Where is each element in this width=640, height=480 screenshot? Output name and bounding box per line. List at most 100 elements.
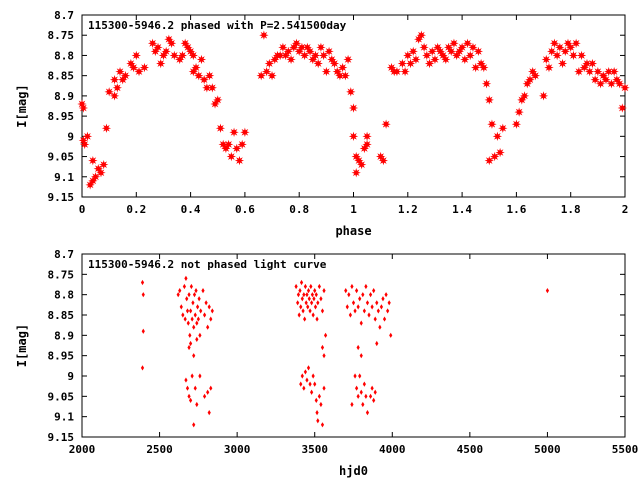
data-point (118, 75, 128, 85)
data-point (261, 66, 272, 77)
data-point (307, 296, 311, 302)
data-point (514, 107, 524, 117)
data-point (195, 320, 199, 326)
data-point (355, 385, 359, 391)
data-point (308, 308, 312, 314)
data-point (560, 46, 570, 57)
data-point (240, 127, 250, 137)
data-point (424, 58, 435, 69)
y-tick-label: 9 (67, 370, 74, 383)
data-point (490, 151, 500, 162)
x-tick-label: 0.2 (126, 203, 146, 216)
data-point (299, 50, 310, 61)
data-point (286, 54, 296, 65)
data-point (568, 50, 579, 61)
data-point (378, 155, 389, 166)
data-point (190, 316, 194, 322)
data-point (481, 79, 492, 89)
data-point (361, 401, 365, 408)
data-point (609, 66, 619, 77)
data-point (306, 304, 310, 310)
data-point (557, 58, 568, 69)
y-tick-label: 9.05 (48, 151, 75, 164)
data-point (299, 304, 303, 310)
data-point (189, 397, 193, 403)
data-point (348, 312, 352, 318)
data-point (319, 296, 323, 302)
data-point (364, 393, 368, 399)
data-point (318, 50, 329, 61)
data-point (314, 397, 318, 403)
x-tick-label: 3000 (224, 443, 251, 456)
data-point (185, 385, 190, 391)
data-point (370, 304, 374, 310)
data-point (359, 389, 363, 395)
data-point (498, 123, 508, 133)
data-point (386, 308, 390, 314)
data-point (403, 50, 413, 61)
data-point (198, 373, 202, 379)
y-tick-label: 9.1 (54, 411, 74, 424)
data-point (378, 324, 382, 330)
data-point (345, 304, 349, 310)
data-point (351, 168, 361, 178)
data-point (571, 38, 581, 48)
data-point (315, 316, 319, 322)
data-point (511, 119, 522, 129)
data-point (141, 292, 145, 298)
data-point (259, 30, 269, 40)
data-point (465, 50, 475, 61)
data-point (294, 46, 304, 57)
data-point (291, 38, 302, 48)
data-point (267, 71, 277, 81)
data-point (348, 103, 359, 113)
data-point (484, 95, 494, 105)
data-point (350, 401, 354, 408)
data-point (601, 75, 611, 85)
data-point (373, 389, 377, 395)
data-point (275, 50, 285, 61)
data-point (487, 119, 497, 129)
y-tick-label: 8.7 (54, 9, 74, 22)
data-point (566, 42, 576, 53)
data-point (128, 62, 139, 73)
data-point (88, 155, 98, 166)
data-point (359, 320, 363, 326)
data-point (321, 66, 332, 77)
data-point (196, 316, 200, 322)
data-point (141, 328, 145, 334)
data-point (365, 300, 370, 306)
plot-title: 115300-5946.2 phased with P=2.541500day (88, 19, 347, 32)
data-point (278, 42, 288, 53)
data-point (206, 324, 210, 330)
data-point (614, 79, 625, 89)
data-point (356, 344, 360, 351)
data-point (191, 62, 201, 73)
data-point (256, 71, 266, 81)
data-point (405, 58, 416, 69)
data-point (541, 54, 551, 65)
data-point (430, 54, 440, 65)
data-point (166, 38, 177, 48)
data-point (209, 316, 213, 322)
data-point (606, 79, 617, 89)
x-tick-label: 1.4 (452, 203, 472, 216)
data-point (192, 422, 196, 428)
data-point (617, 103, 627, 113)
data-point (309, 283, 313, 290)
data-point (590, 75, 600, 85)
data-point (387, 300, 391, 306)
data-point (300, 373, 304, 379)
y-tick-label: 8.95 (48, 110, 75, 123)
data-point (375, 300, 379, 306)
data-point (322, 288, 326, 294)
data-point (193, 312, 197, 318)
data-point (199, 308, 203, 314)
data-point (187, 344, 191, 351)
data-point (207, 304, 211, 310)
data-point (237, 139, 247, 150)
data-point (96, 168, 106, 178)
data-point (204, 300, 208, 306)
data-point (350, 283, 354, 290)
data-point (192, 292, 197, 298)
